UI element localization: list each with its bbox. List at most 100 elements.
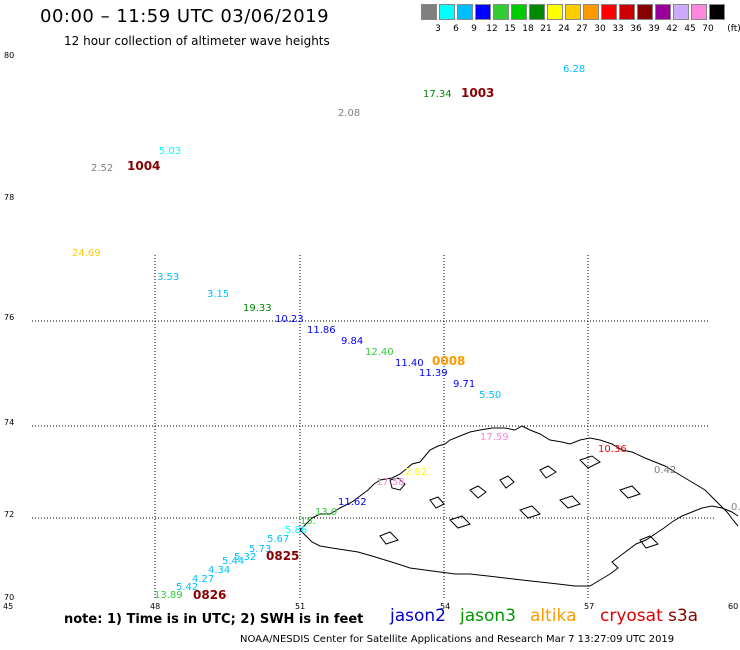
latitude-label: 80 (4, 51, 14, 60)
wave-height-label: 15. (300, 516, 316, 527)
legend-label: 30 (594, 24, 606, 34)
longitude-label: 45 (3, 602, 13, 611)
wave-height-label: 17.34 (423, 89, 452, 100)
wave-height-label: 11.62 (338, 497, 367, 508)
legend-label: 45 (684, 24, 696, 34)
mission-label: altika (530, 606, 577, 626)
coastline-islands (379, 455, 659, 549)
wave-height-label: 5.86 (285, 525, 307, 536)
mission-label: jason3 (460, 606, 516, 626)
legend-label: 27 (576, 24, 588, 34)
wave-height-label: 5.42 (176, 582, 198, 593)
legend-swatch (709, 4, 725, 20)
wave-height-label: 13.89 (154, 590, 183, 601)
legend-swatch (421, 4, 437, 20)
wave-height-label: 2.52 (91, 163, 113, 174)
legend-swatch (511, 4, 527, 20)
latitude-label: 70 (4, 593, 14, 602)
wave-height-label: 10.23 (275, 314, 304, 325)
legend-label: 15 (504, 24, 516, 34)
legend-label: 70 (702, 24, 714, 34)
wave-height-label: 5.32 (234, 552, 256, 563)
wave-height-label: 0825 (266, 549, 299, 563)
credit-line: NOAA/NESDIS Center for Satellite Applica… (240, 634, 675, 645)
legend-swatch (475, 4, 491, 20)
wave-height-label: 12.40 (365, 347, 394, 358)
map-subtitle: 12 hour collection of altimeter wave hei… (64, 34, 330, 48)
wave-height-label: 4.27 (192, 574, 214, 585)
legend-swatch (439, 4, 455, 20)
wave-height-label: 5.50 (479, 390, 501, 401)
wave-height-label: 17.58 (376, 477, 405, 488)
legend-label: 9 (471, 24, 477, 34)
wave-height-label: 9.84 (341, 336, 363, 347)
coastline-inner (299, 505, 739, 587)
wave-height-label: 3.53 (157, 272, 179, 283)
legend-label: 42 (666, 24, 678, 34)
latitude-label: 72 (4, 510, 14, 519)
units-note: note: 1) Time is in UTC; 2) SWH is in fe… (64, 612, 364, 627)
legend-swatch (493, 4, 509, 20)
observation-labels: 6.28 17.34 1003 2.08 5.03 2.52 1004 24.69 3.53 3.… (72, 64, 740, 602)
legend-swatch (691, 4, 707, 20)
legend-label: 39 (648, 24, 660, 34)
wave-height-label: 11.86 (307, 325, 336, 336)
wave-height-label: 0826 (193, 588, 226, 602)
wave-height-label: 19.33 (243, 303, 272, 314)
wave-height-label: 24.69 (72, 248, 101, 259)
wave-height-label: 5.03 (159, 146, 181, 157)
latitude-label: 74 (4, 418, 14, 427)
wave-height-label: 2.62 (405, 467, 427, 478)
legend-label: 21 (540, 24, 552, 34)
wave-height-label: 17.59 (480, 432, 509, 443)
legend-label: 12 (486, 24, 498, 34)
wave-height-label: 5.44 (222, 556, 244, 567)
wave-height-label: 10.36 (598, 444, 627, 455)
wave-height-label: 2.08 (338, 108, 360, 119)
mission-label: cryosat (600, 606, 663, 626)
legend-label: (ft) (727, 24, 740, 34)
wave-height-label: 9.71 (453, 379, 475, 390)
wave-height-label: 5.67 (267, 534, 289, 545)
longitude-label: 48 (150, 602, 160, 611)
legend-label: 6 (453, 24, 459, 34)
legend-swatch (673, 4, 689, 20)
mission-label: s3a (668, 606, 699, 626)
legend-swatch (637, 4, 653, 20)
legend-swatch (547, 4, 563, 20)
wave-height-label: 11.40 (395, 358, 424, 369)
longitude-label: 54 (440, 602, 450, 611)
legend-swatch (601, 4, 617, 20)
wave-height-label: 13.0 (315, 507, 337, 518)
map-title: 00:00 – 11:59 UTC 03/06/2019 (40, 6, 330, 27)
legend-swatch (583, 4, 599, 20)
wave-height-label: 3.15 (207, 289, 229, 300)
longitude-label: 57 (584, 602, 594, 611)
wave-height-label: 1003 (461, 86, 494, 100)
longitude-label: 51 (295, 602, 305, 611)
legend-label: 33 (612, 24, 624, 34)
legend-swatch (619, 4, 635, 20)
wave-height-label: 5.73 (249, 544, 271, 555)
wave-height-label: 1004 (127, 159, 160, 173)
legend-label: 3 (435, 24, 441, 34)
legend-swatch (529, 4, 545, 20)
wave-height-label: 0. (731, 502, 740, 513)
coastline (299, 425, 739, 587)
latitude-label: 78 (4, 193, 14, 202)
coastline-main (299, 425, 739, 531)
legend-label: 36 (630, 24, 642, 34)
lat-lon-grid (32, 255, 715, 598)
latitude-label: 76 (4, 313, 14, 322)
wave-height-label: 0.42 (654, 465, 676, 476)
wave-height-label: 11.39 (419, 368, 448, 379)
legend-swatch (655, 4, 671, 20)
legend-swatch (457, 4, 473, 20)
wave-height-label: 0008 (432, 354, 465, 368)
longitude-label: 60 (728, 602, 738, 611)
legend-label: 24 (558, 24, 570, 34)
wave-height-label: 6.28 (563, 64, 585, 75)
legend-swatch (565, 4, 581, 20)
